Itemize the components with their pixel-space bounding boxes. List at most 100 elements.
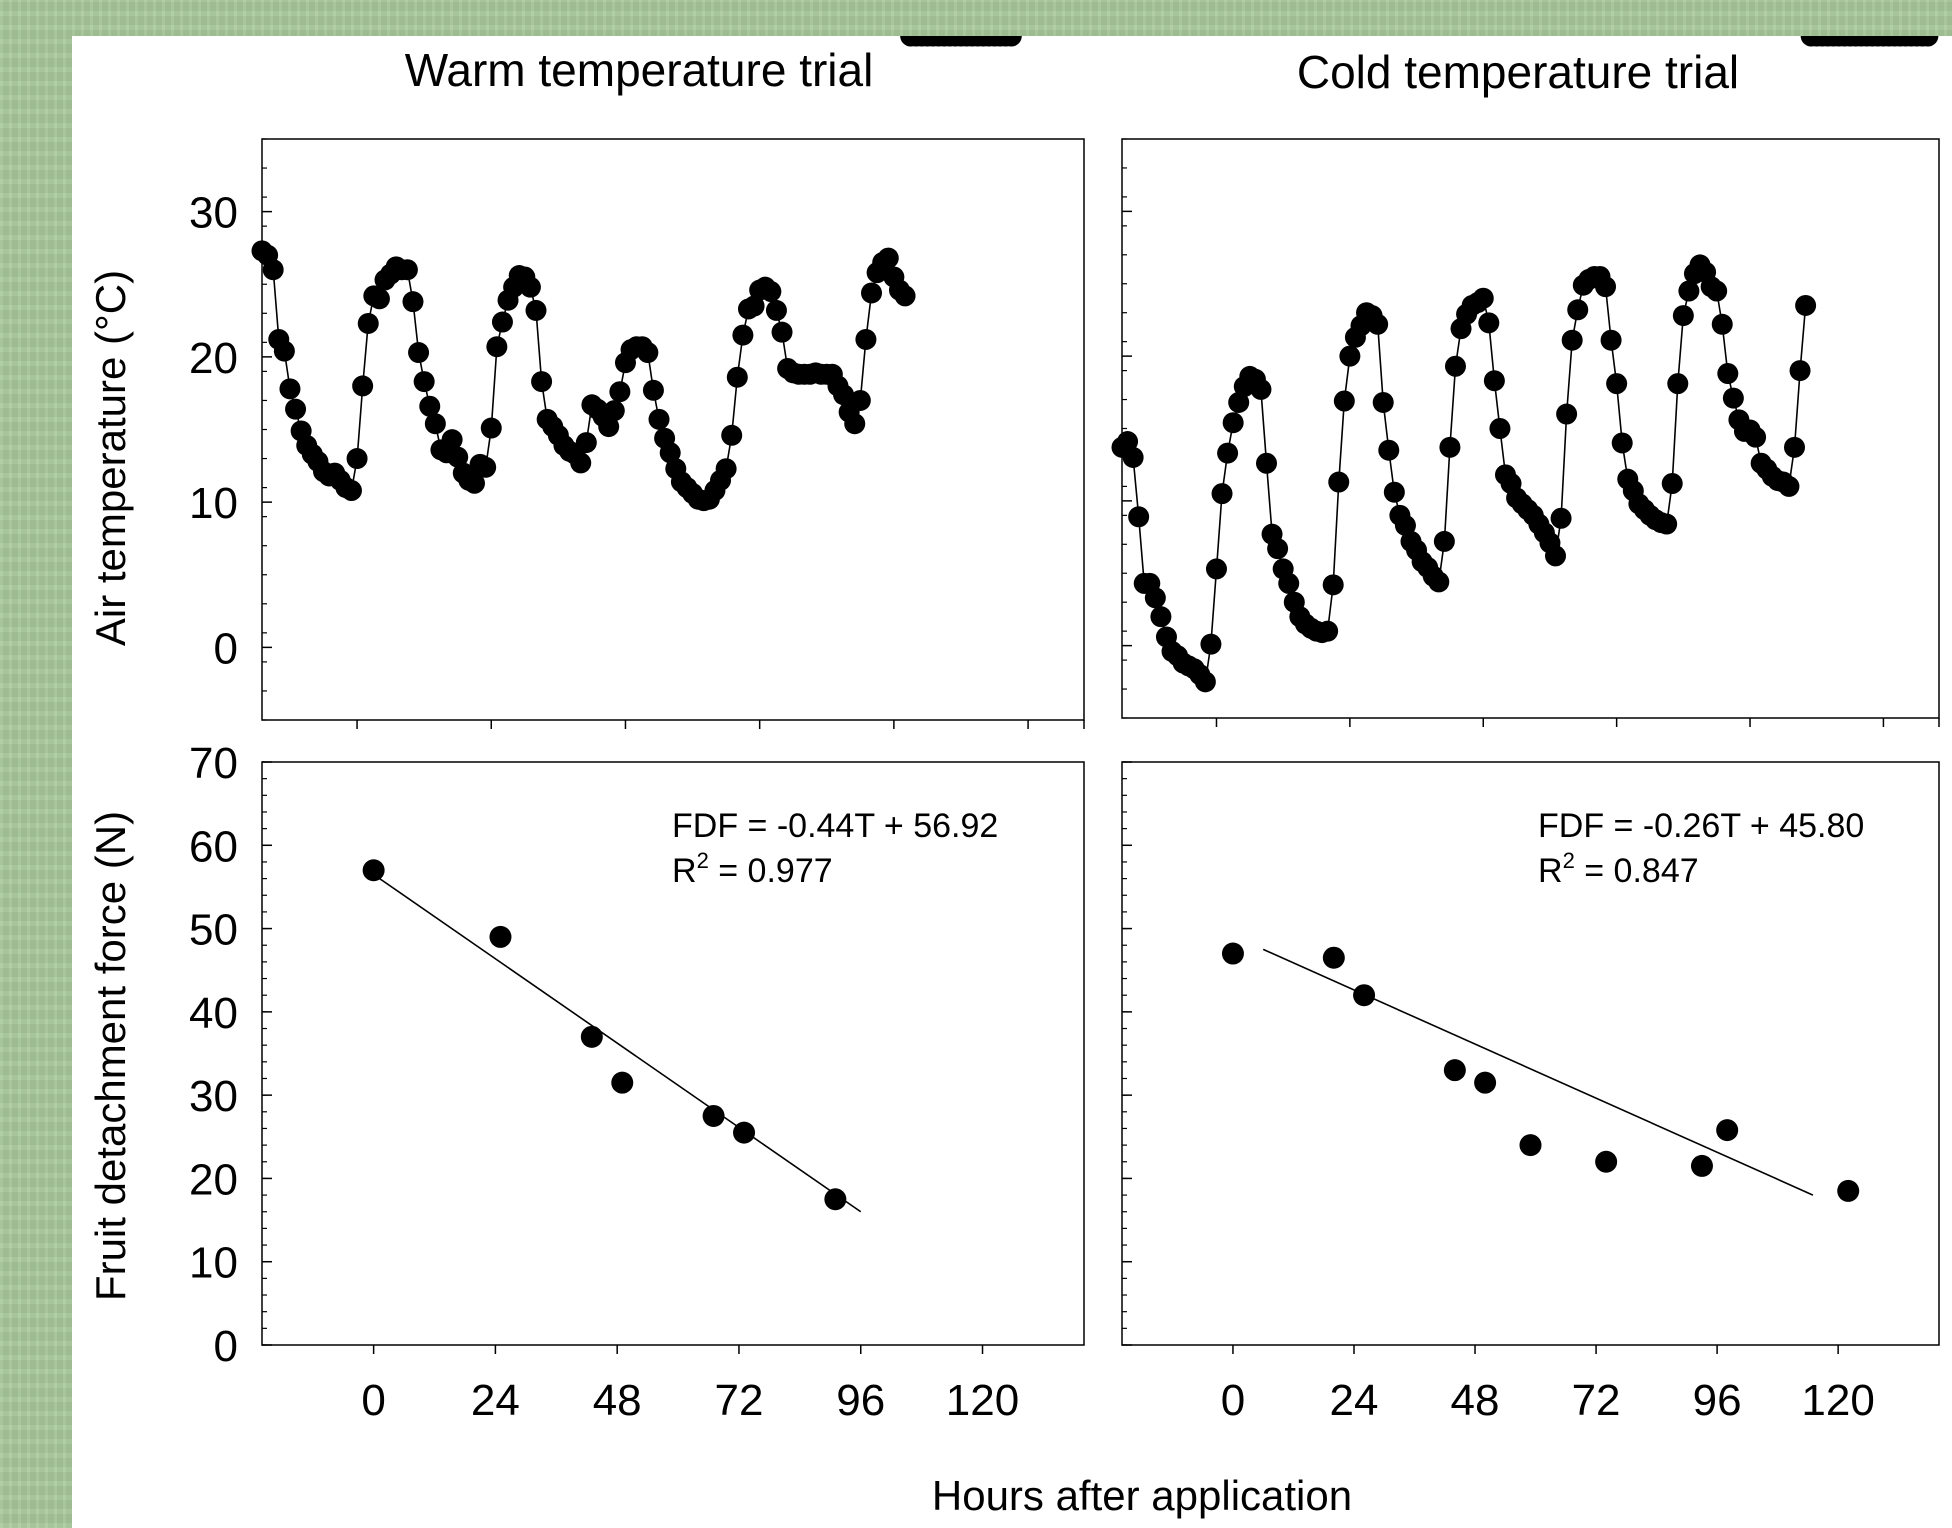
warm-temp-point	[844, 413, 866, 435]
cold-temp-point	[1745, 426, 1767, 448]
warm-fdf-point	[733, 1121, 756, 1144]
cold-fdf-frame	[1121, 761, 1940, 1346]
fdf-ytick-label: 20	[189, 1155, 238, 1204]
warm-temp-point	[340, 480, 362, 502]
warm-temp-point	[480, 417, 502, 439]
cold-fdf-point	[1474, 1071, 1497, 1094]
temp-ytick-label: 20	[189, 334, 238, 383]
warm-fdf-point	[611, 1071, 634, 1094]
temp-ytick-label: 30	[189, 189, 238, 238]
cold-temp-point	[1783, 436, 1805, 458]
warm-temp-point	[894, 285, 916, 307]
warm-temperature-panel: 0 10 20 30	[189, 36, 1085, 729]
warm-temp-point	[603, 400, 625, 422]
warm-temp-point	[721, 424, 743, 446]
warm-temp-point	[396, 259, 418, 281]
cold-temp-point	[1567, 299, 1589, 321]
cold-temp-point	[1706, 280, 1728, 302]
warm-temp-point	[413, 371, 435, 393]
cold-temp-point	[1661, 473, 1683, 495]
temp-ytick-label: 0	[214, 624, 238, 673]
cold-temp-point	[1128, 506, 1150, 528]
x-tick-label: 120	[1801, 1376, 1874, 1425]
fdf-ytick-label: 0	[214, 1322, 238, 1371]
cold-temp-point	[1561, 329, 1583, 351]
cold-temp-point	[1328, 471, 1350, 493]
cold-temp-point	[1717, 362, 1739, 384]
cold-temp-point	[1394, 514, 1416, 536]
cold-temp-point	[1595, 276, 1617, 298]
cold-temp-point	[1367, 313, 1389, 335]
x-tick-label: 0	[1221, 1376, 1245, 1425]
cold-temp-point	[1339, 345, 1361, 367]
x-tick-label: 24	[471, 1376, 520, 1425]
warm-temp-point	[648, 408, 670, 430]
cold-temp-point	[1256, 452, 1278, 474]
cold-temp-point	[1222, 412, 1244, 434]
warm-temp-point	[519, 276, 541, 298]
cold-temp-point	[1372, 391, 1394, 413]
warm-temp-point	[419, 395, 441, 417]
warm-temp-point	[575, 432, 597, 454]
warm-temp-point	[525, 299, 547, 321]
cold-temp-point	[1211, 483, 1233, 505]
cold-temp-point	[1444, 355, 1466, 377]
warm-temp-point	[732, 324, 754, 346]
cold-temp-point	[1917, 36, 1939, 47]
warm-temp-point	[346, 448, 368, 470]
cold-temp-point	[1439, 436, 1461, 458]
x-tick-label: 0	[361, 1376, 385, 1425]
warm-temp-point	[598, 416, 620, 438]
x-axis-label: Hours after application	[932, 1472, 1352, 1519]
warm-temp-point	[760, 281, 782, 303]
cold-temp-point	[1217, 442, 1239, 464]
fdf-ytick-label: 40	[189, 989, 238, 1038]
warm-temp-point	[715, 458, 737, 480]
cold-temp-point	[1667, 373, 1689, 395]
cold-temp-point	[1789, 360, 1811, 382]
fdf-ytick-label: 30	[189, 1072, 238, 1121]
warm-temp-point	[447, 446, 469, 468]
warm-panel-title: Warm temperature trial	[405, 44, 874, 96]
cold-temp-point	[1545, 545, 1567, 567]
warm-fdf-r-squared: R2 = 0.977	[672, 848, 833, 890]
cold-temp-point	[1672, 305, 1694, 327]
cold-temp-point	[1489, 418, 1511, 439]
temp-ytick-label: 10	[189, 479, 238, 528]
x-tick-label: 48	[1451, 1376, 1500, 1425]
cold-temp-point	[1478, 312, 1500, 334]
cold-temp-point	[1550, 507, 1572, 529]
warm-temp-point	[861, 282, 883, 304]
cold-fdf-point	[1353, 984, 1376, 1007]
warm-temp-point	[609, 381, 631, 403]
cold-fdf-point	[1690, 1154, 1713, 1177]
cold-temp-point	[1606, 373, 1628, 395]
cold-temp-point	[1228, 391, 1250, 413]
warm-temp-frame	[261, 138, 1085, 721]
chart-canvas: Warm temperature trial Cold temperature …	[87, 36, 1940, 1519]
cold-fdf-point	[1221, 942, 1244, 965]
cold-temp-point	[1117, 431, 1139, 453]
warm-temp-point	[531, 371, 553, 393]
cold-temp-point	[1483, 370, 1505, 392]
warm-fdf-point	[489, 925, 512, 948]
figure: Warm temperature trial Cold temperature …	[72, 36, 1952, 1528]
cold-temp-point	[1795, 294, 1817, 316]
cold-temp-point	[1472, 287, 1494, 309]
cold-temp-point	[1678, 280, 1700, 302]
warm-temp-point	[424, 413, 446, 435]
cold-fdf-r-squared: R2 = 0.847	[1538, 848, 1699, 890]
warm-temp-point	[273, 340, 295, 362]
cold-temp-point	[1317, 620, 1339, 642]
warm-temp-point	[357, 312, 379, 334]
cold-temp-point	[1428, 571, 1450, 593]
warm-temp-point	[463, 472, 485, 494]
warm-temp-point	[402, 291, 424, 313]
cold-temperature-panel	[1111, 36, 1940, 727]
cold-temp-point	[1433, 530, 1455, 552]
cold-temp-point	[1383, 481, 1405, 503]
cold-fdf-point	[1443, 1059, 1466, 1082]
cold-temp-point	[1722, 387, 1744, 409]
warm-temp-point	[771, 321, 793, 343]
